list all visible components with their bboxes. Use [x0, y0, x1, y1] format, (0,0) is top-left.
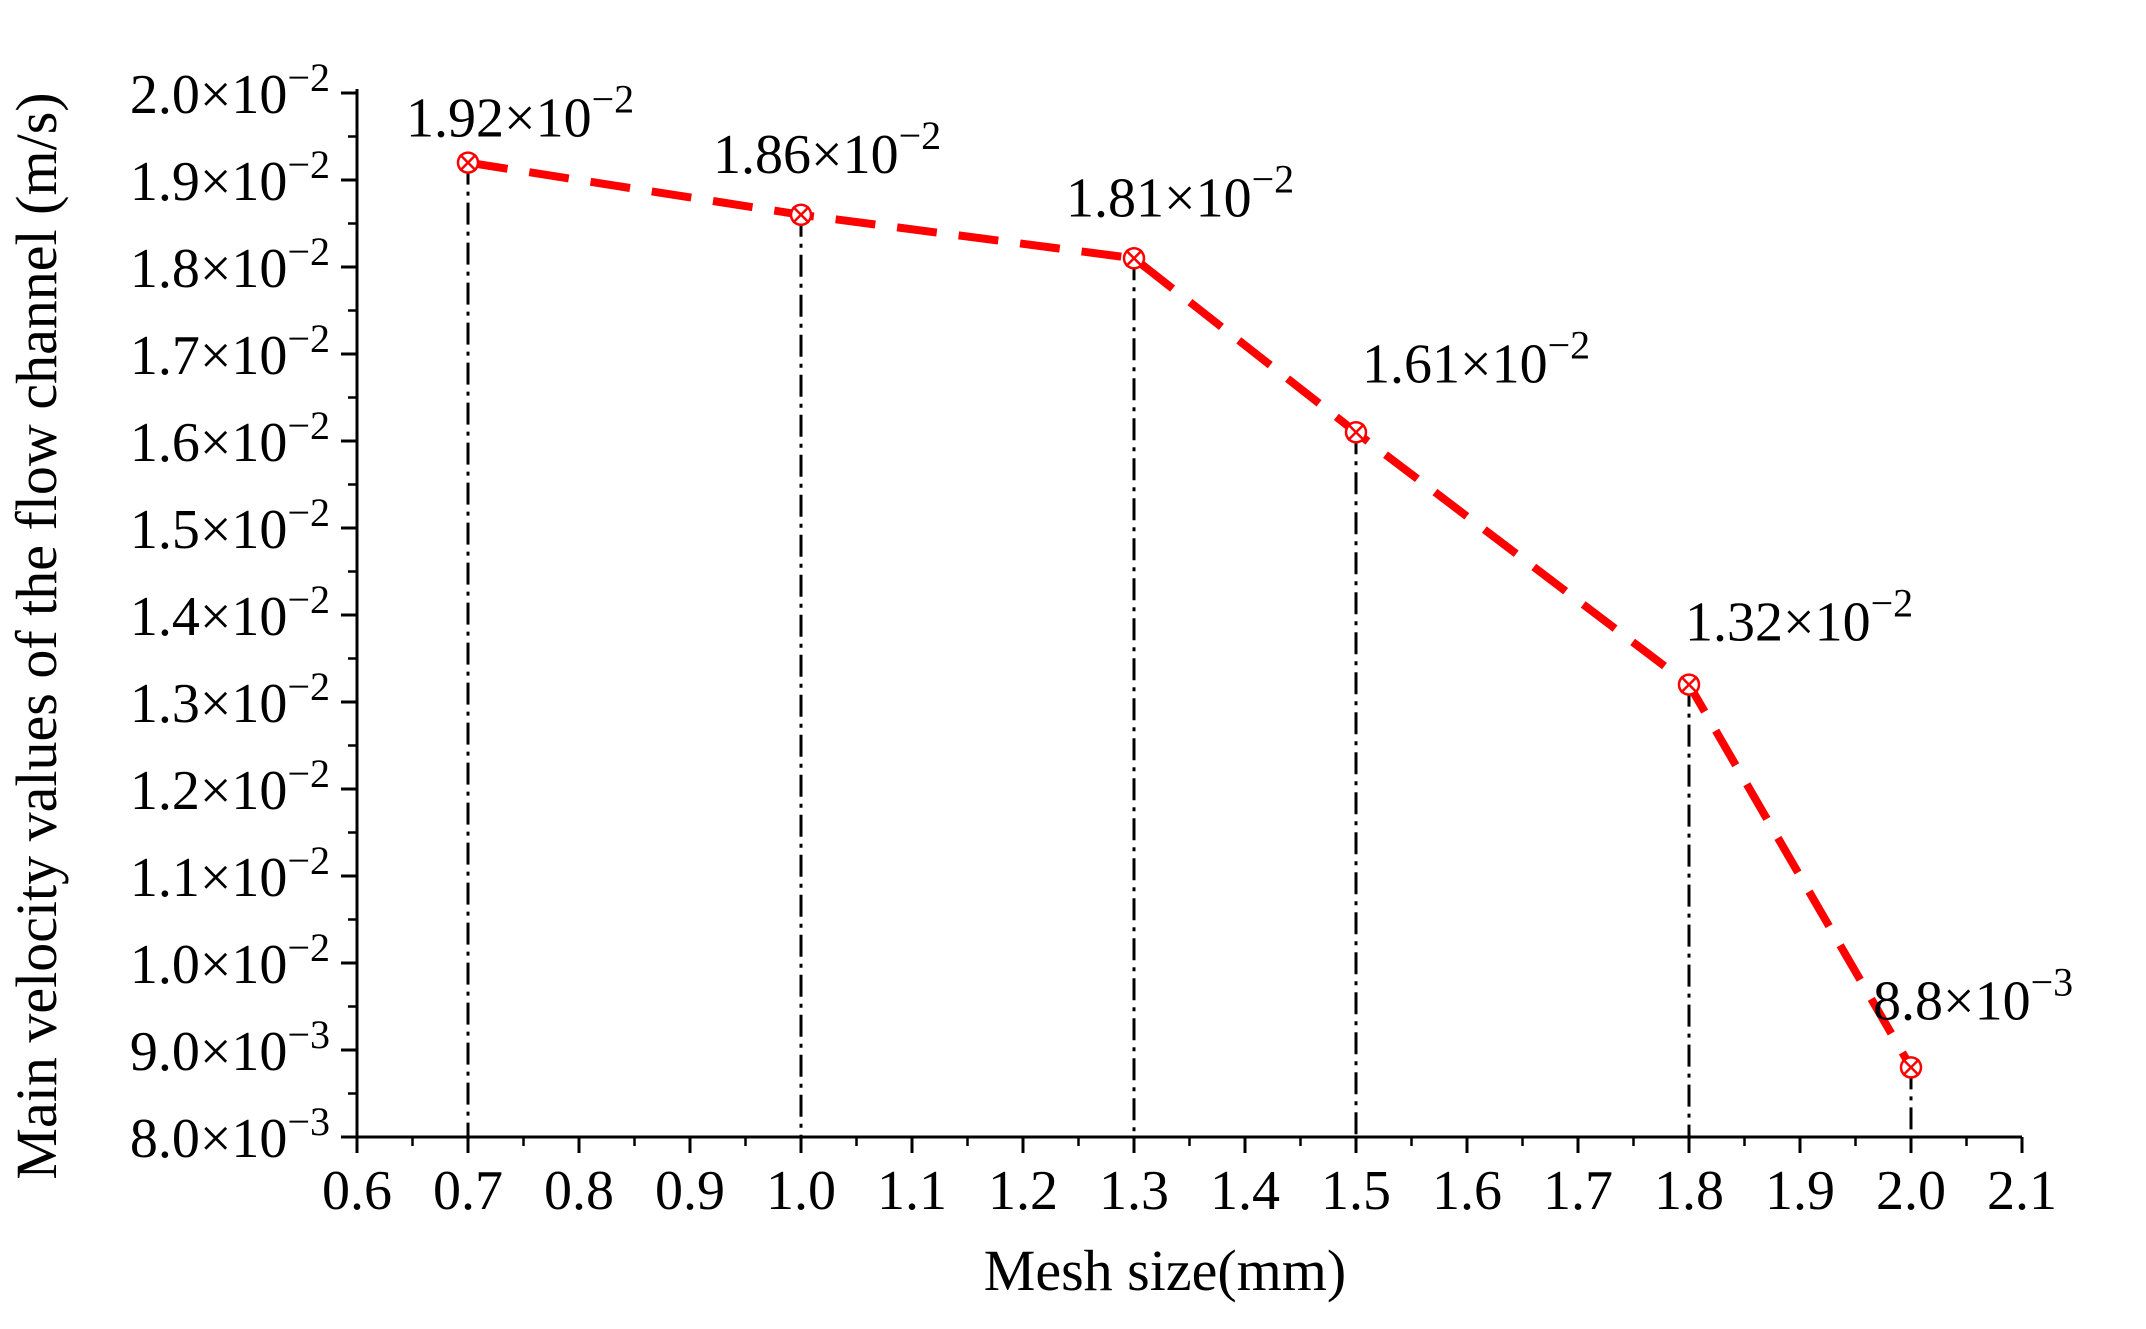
x-tick-label: 0.8	[544, 1160, 614, 1222]
marker-cross	[1347, 423, 1365, 442]
marker-cross	[792, 205, 810, 224]
y-tick-label: 1.9×10−2	[130, 142, 330, 213]
x-tick-label: 1.7	[1543, 1160, 1613, 1222]
data-markers	[456, 151, 1923, 1079]
data-label: 1.86×10−2	[713, 113, 941, 186]
data-point-marker	[1899, 1056, 1923, 1079]
data-label: 1.61×10−2	[1362, 322, 1590, 395]
marker-cross	[459, 153, 477, 172]
x-tick-label: 2.0	[1876, 1160, 1946, 1222]
x-tick-label: 1.9	[1765, 1160, 1835, 1222]
y-tick-label: 1.2×10−2	[130, 751, 330, 822]
data-label: 1.81×10−2	[1066, 156, 1294, 229]
data-point-marker	[1344, 421, 1368, 444]
data-point-marker	[1677, 673, 1701, 696]
data-point-marker	[789, 203, 813, 227]
y-tick-label: 1.7×10−2	[130, 316, 330, 387]
x-tick-label: 1.5	[1321, 1160, 1391, 1222]
data-label: 1.32×10−2	[1685, 581, 1913, 654]
x-tick-label: 1.3	[1099, 1160, 1169, 1222]
x-tick-label: 1.4	[1210, 1160, 1280, 1222]
x-tick-label: 0.9	[655, 1160, 725, 1222]
marker-cross	[1125, 249, 1143, 268]
x-tick-label: 1.6	[1432, 1160, 1502, 1222]
x-tick-label: 0.7	[433, 1160, 503, 1222]
y-tick-label: 1.1×10−2	[130, 838, 330, 909]
data-point-marker	[456, 151, 480, 174]
y-tick-label: 1.8×10−2	[130, 229, 330, 300]
series-line	[467, 158, 1915, 1070]
y-tick-label: 9.0×10−3	[130, 1012, 330, 1083]
x-axis-title: Mesh size(mm)	[984, 1238, 1346, 1303]
data-label: 8.8×10−3	[1873, 959, 2073, 1032]
y-tick-label: 1.6×10−2	[130, 403, 330, 474]
y-axis-title: Main velocity values of the flow channel…	[4, 92, 69, 1179]
x-tick-label: 1.1	[877, 1160, 947, 1222]
y-tick-label: 1.5×10−2	[130, 490, 330, 561]
x-tick-label: 0.6	[322, 1160, 392, 1222]
x-tick-label: 1.2	[988, 1160, 1058, 1222]
drop-lines	[466, 162, 1913, 1137]
series-line-path	[467, 158, 1915, 1070]
x-tick-label: 2.1	[1987, 1160, 2057, 1222]
data-point-marker	[1122, 247, 1146, 270]
y-tick-label: 1.3×10−2	[130, 664, 330, 735]
y-tick-label: 1.0×10−2	[130, 925, 330, 996]
x-tick-label: 1.0	[766, 1160, 836, 1222]
axes: 0.6 0.7 0.8 0.9 1.0 1.1 1.2 1.3 1.4 1.5 1.6 1.7 1.8 1…	[130, 55, 2057, 1222]
marker-cross	[1902, 1058, 1920, 1077]
marker-cross	[1680, 675, 1698, 694]
data-labels: 1.92×10−2 1.86×10−2 1.81×10−2 1.61×10−2 1.32…	[406, 77, 2073, 1033]
y-tick-label: 1.4×10−2	[130, 577, 330, 648]
data-label: 1.92×10−2	[406, 77, 634, 150]
x-tick-label: 1.8	[1654, 1160, 1724, 1222]
y-tick-label: 8.0×10−3	[130, 1099, 330, 1170]
y-tick-label: 2.0×10−2	[130, 55, 330, 126]
